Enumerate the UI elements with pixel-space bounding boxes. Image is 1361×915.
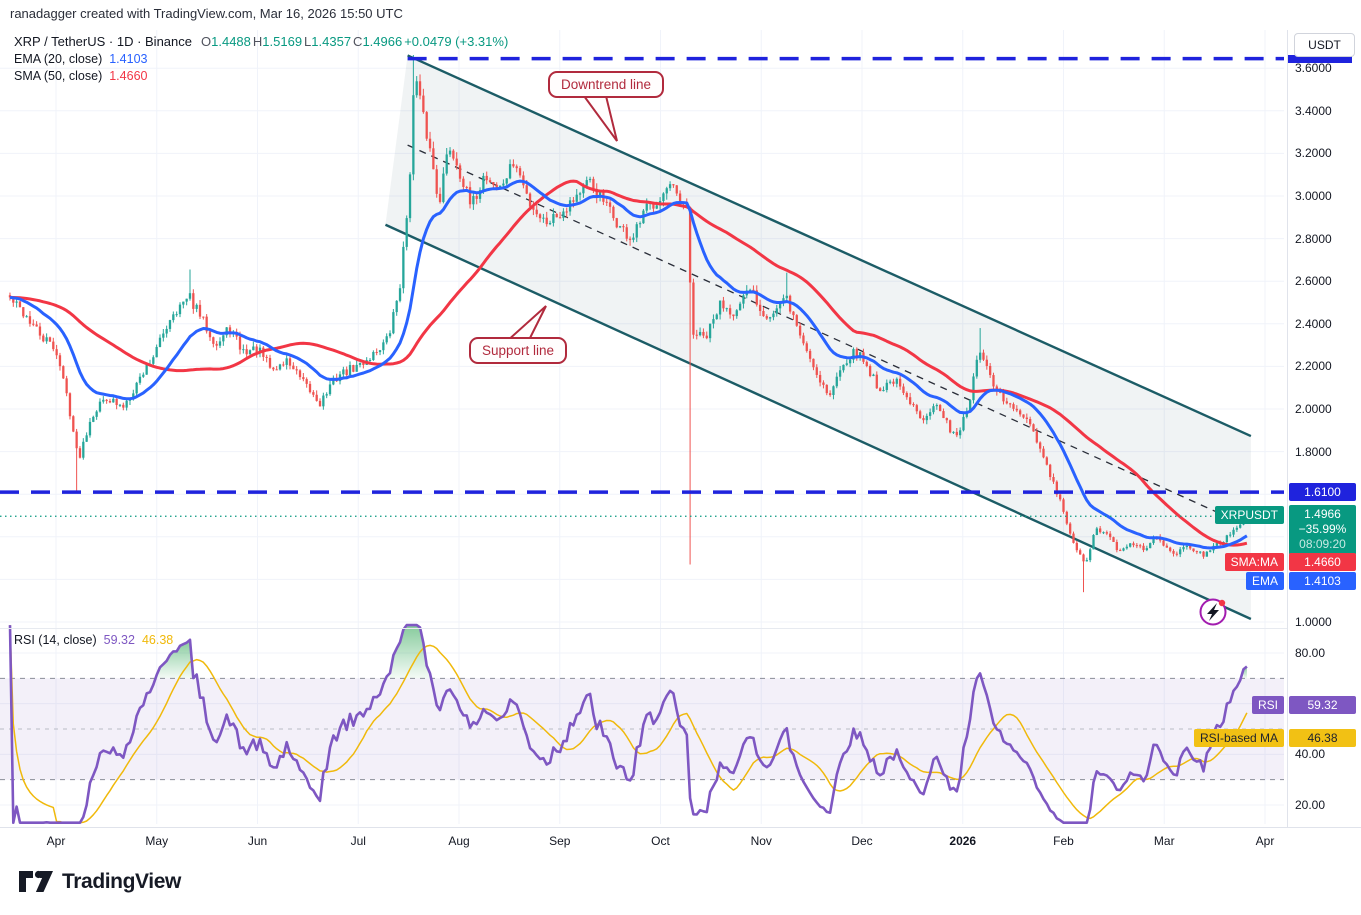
sma-label: SMA (50, close) bbox=[14, 69, 103, 83]
rsi-axis-tick: 80.00 bbox=[1295, 646, 1326, 660]
last-price-countdown-badge: 1.4966 −35.99% 08:09:20 bbox=[1289, 505, 1356, 555]
attribution-text: ranadagger created with TradingView.com,… bbox=[10, 6, 403, 21]
price-level-badge: 1.6100 bbox=[1289, 483, 1356, 501]
rsi-label: RSI (14, close) bbox=[14, 633, 97, 647]
downtrend-line-callout[interactable]: Downtrend line bbox=[548, 71, 665, 98]
time-axis-label: Nov bbox=[750, 834, 772, 848]
last-price-value: 1.4966 bbox=[1304, 507, 1341, 521]
price-axis-tick: 2.8000 bbox=[1295, 231, 1332, 246]
price-axis[interactable] bbox=[1287, 30, 1361, 858]
ema-value: 1.4103 bbox=[109, 52, 148, 66]
rsi-ma-tag: RSI-based MA bbox=[1193, 729, 1284, 747]
ema-price-badge: 1.4103 bbox=[1289, 572, 1356, 590]
currency-toggle-button[interactable]: USDT bbox=[1294, 33, 1355, 57]
time-axis[interactable] bbox=[0, 827, 1361, 859]
ohlc-key: O bbox=[201, 34, 212, 49]
ohlc-key: L bbox=[304, 34, 312, 49]
bar-countdown: 08:09:20 bbox=[1299, 537, 1346, 551]
rsi-value-badge: 59.32 bbox=[1289, 696, 1356, 714]
rsi-value: 59.32 bbox=[103, 633, 135, 647]
time-axis-label: Feb bbox=[1053, 834, 1074, 848]
symbol-legend[interactable]: XRP / TetherUS · 1D · Binance O1.4488 H1.… bbox=[14, 34, 508, 49]
tradingview-logo-text: TradingView bbox=[62, 870, 181, 893]
time-axis-label: Apr bbox=[1255, 834, 1275, 848]
ohlc-value: 1.4488 bbox=[211, 34, 251, 49]
time-axis-label: May bbox=[145, 834, 169, 848]
sma-tag: SMA:MA bbox=[1224, 553, 1284, 571]
time-axis-label: Sep bbox=[549, 834, 571, 848]
rsi-axis-tick: 40.00 bbox=[1295, 747, 1326, 762]
ohlc-key: C bbox=[353, 34, 363, 49]
time-axis-label: Jul bbox=[350, 834, 366, 848]
time-axis-label: Apr bbox=[46, 834, 66, 848]
symbol-tag: XRPUSDT bbox=[1214, 506, 1284, 524]
symbol-title: XRP / TetherUS · 1D · Binance bbox=[14, 34, 192, 49]
time-axis-label: Jun bbox=[247, 834, 268, 848]
price-axis-tick: 2.4000 bbox=[1295, 316, 1332, 331]
price-axis-tick: 3.6000 bbox=[1295, 61, 1332, 76]
ohlc-values: O1.4488 H1.5169 L1.4357 C1.4966 +0.0479 (+3.… bbox=[199, 34, 508, 49]
price-axis-tick: 2.6000 bbox=[1295, 274, 1332, 289]
ema-legend[interactable]: EMA (20, close) 1.4103 bbox=[14, 52, 147, 66]
price-axis-tick: 3.0000 bbox=[1295, 189, 1332, 203]
sma-value: 1.4660 bbox=[109, 69, 148, 83]
ohlc-value: 1.4357 bbox=[311, 34, 352, 49]
ohlc-key: H bbox=[252, 34, 263, 49]
flash-idea-icon[interactable] bbox=[1199, 598, 1227, 626]
time-axis-label: Aug bbox=[448, 834, 470, 848]
time-axis-label: Mar bbox=[1153, 834, 1175, 848]
resistance-line-axis-strip bbox=[1288, 55, 1352, 63]
change-percent: −35.99% bbox=[1298, 522, 1347, 536]
rsi-ma-value-badge: 46.38 bbox=[1289, 729, 1356, 747]
ohlc-value: +0.0479 (+3.31%) bbox=[404, 34, 509, 49]
price-axis-tick: 3.2000 bbox=[1295, 146, 1332, 161]
tradingview-logo-icon bbox=[19, 870, 53, 892]
price-axis-tick: 1.0000 bbox=[1295, 615, 1332, 629]
ohlc-value: 1.5169 bbox=[262, 34, 303, 49]
price-axis-tick: 1.8000 bbox=[1295, 444, 1332, 459]
support-line-callout[interactable]: Support line bbox=[469, 337, 568, 364]
rsi-legend[interactable]: RSI (14, close) 59.32 46.38 bbox=[14, 633, 173, 647]
ema-tag: EMA bbox=[1245, 572, 1284, 590]
time-axis-label: Oct bbox=[651, 834, 670, 848]
tradingview-logo[interactable]: TradingView bbox=[18, 869, 181, 895]
price-axis-tick: 2.2000 bbox=[1295, 359, 1332, 374]
time-axis-label: Dec bbox=[851, 834, 873, 848]
rsi-axis-tick: 20.00 bbox=[1295, 797, 1326, 812]
pane-divider bbox=[0, 628, 1287, 629]
price-axis-tick: 2.0000 bbox=[1295, 402, 1332, 416]
rsi-ma-value: 46.38 bbox=[141, 633, 174, 647]
time-axis-label: 2026 bbox=[949, 834, 977, 848]
price-axis-tick: 3.4000 bbox=[1295, 103, 1332, 118]
ema-label: EMA (20, close) bbox=[14, 52, 103, 66]
sma-price-badge: 1.4660 bbox=[1289, 553, 1356, 571]
ohlc-value: 1.4966 bbox=[362, 34, 403, 49]
sma-legend[interactable]: SMA (50, close) 1.4660 bbox=[14, 69, 147, 83]
footer bbox=[0, 858, 1361, 915]
rsi-tag: RSI bbox=[1251, 696, 1284, 714]
